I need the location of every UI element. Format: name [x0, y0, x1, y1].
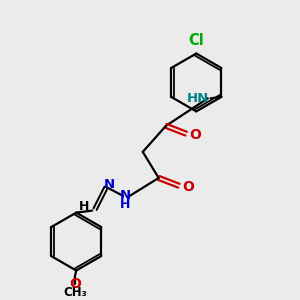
Text: N: N: [120, 189, 131, 203]
Text: N: N: [104, 178, 115, 191]
Text: O: O: [182, 180, 194, 194]
Text: Cl: Cl: [188, 33, 204, 48]
Text: HN: HN: [187, 92, 209, 105]
Text: O: O: [69, 277, 81, 291]
Text: O: O: [189, 128, 201, 142]
Text: H: H: [79, 200, 89, 213]
Text: H: H: [120, 198, 130, 211]
Text: CH₃: CH₃: [63, 286, 87, 299]
